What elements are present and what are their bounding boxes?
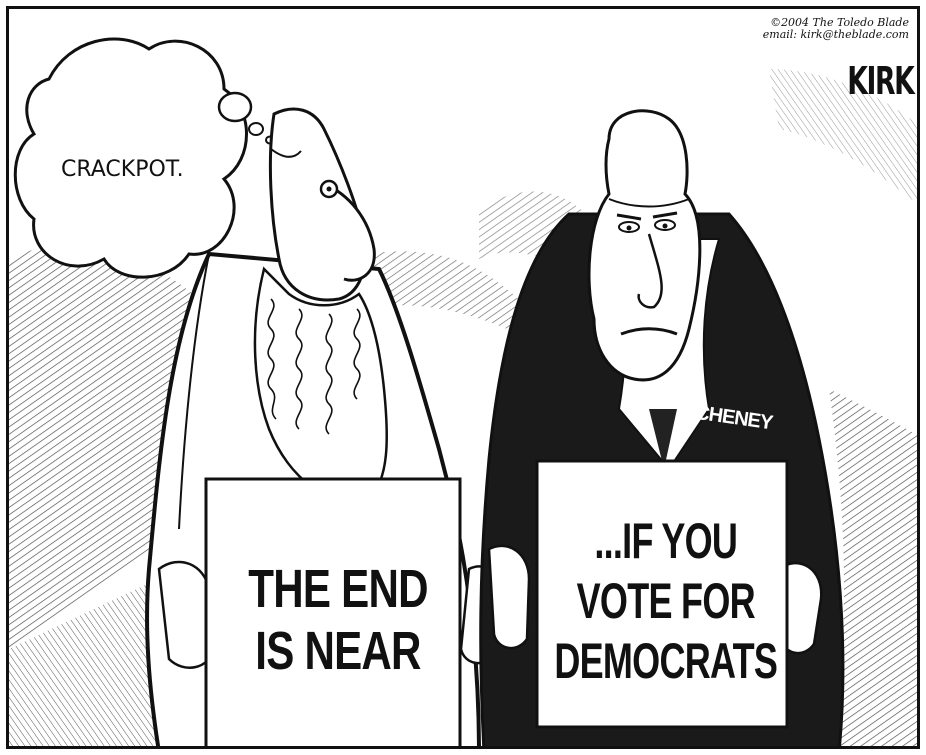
artist-signature: KIRK <box>846 59 914 103</box>
thought-bubble-text: CRACKPOT. <box>61 157 184 182</box>
cartoon-illustration <box>9 37 917 746</box>
left-sign-text: THE END IS NEAR <box>248 559 428 681</box>
thought-bubble <box>13 37 275 279</box>
left-sign-board <box>204 477 462 746</box>
right-sign-text: ...IF YOU VOTE FOR DEMOCRATS <box>554 513 779 689</box>
cartoon-panel: ©2004 The Toledo Blade email: kirk@thebl… <box>6 6 920 749</box>
copyright-credit: ©2004 The Toledo Blade email: kirk@thebl… <box>762 16 909 41</box>
right-sign: ...IF YOU VOTE FOR DEMOCRATS <box>545 471 787 731</box>
right-sign-board <box>535 459 789 729</box>
left-sign: THE END IS NEAR <box>215 489 461 746</box>
